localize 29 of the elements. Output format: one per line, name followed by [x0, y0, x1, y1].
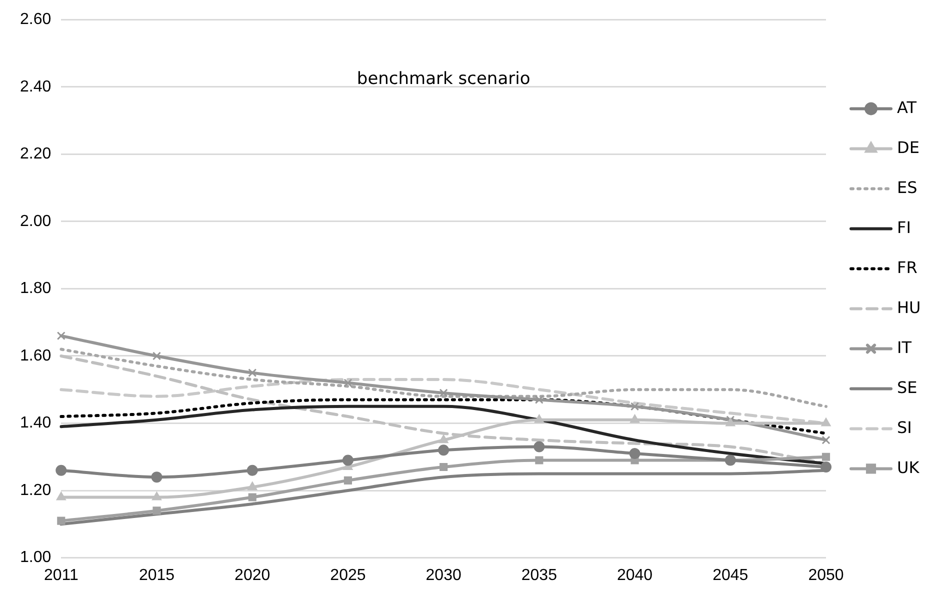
legend-label: IT [897, 338, 912, 357]
legend-label: AT [897, 98, 917, 117]
legend-label: UK [897, 458, 920, 477]
x-tick-label: 2050 [808, 566, 844, 584]
x-tick-label: 2045 [712, 566, 748, 584]
legend-label: HU [897, 298, 921, 317]
x-tick-label: 2035 [521, 566, 558, 584]
x-tick-label: 2015 [138, 566, 175, 584]
y-tick-label: 2.00 [20, 212, 52, 230]
x-tick-label: 2020 [234, 566, 270, 584]
y-tick-label: 1.00 [20, 549, 52, 566]
y-tick-label: 2.60 [20, 11, 52, 28]
legend-label: DE [897, 138, 920, 157]
y-tick-label: 1.20 [20, 482, 52, 499]
y-tick-label: 2.20 [20, 146, 52, 163]
y-tick-label: 1.60 [20, 347, 52, 364]
y-tick-label: 2.40 [20, 78, 52, 96]
text: benchmark scenario [356, 69, 530, 90]
legend-label: ES [897, 178, 918, 197]
x-tick-label: 2025 [330, 566, 366, 584]
legend-label: SE [897, 378, 918, 397]
legend-label: SI [897, 418, 912, 437]
legend-label: FI [897, 218, 911, 237]
y-tick-label: 1.80 [20, 280, 52, 298]
y-tick-label: 1.40 [20, 414, 52, 432]
x-tick-label: 2011 [44, 566, 78, 584]
legend-label: FR [897, 258, 918, 277]
x-tick-label: 2040 [616, 566, 653, 584]
x-tick-label: 2030 [426, 566, 462, 584]
